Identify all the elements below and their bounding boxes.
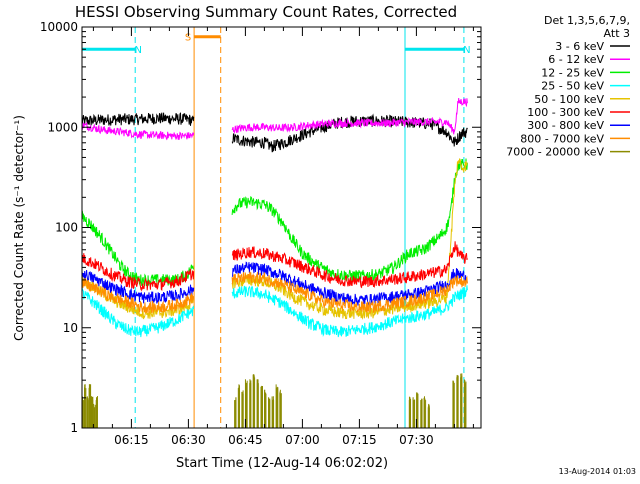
series-line	[231, 271, 468, 313]
series-line	[82, 253, 195, 292]
series-line	[82, 210, 195, 287]
footer-date: 13-Aug-2014 01:03	[559, 467, 636, 476]
observing-markers: N N S	[81, 27, 471, 428]
x-tick-label: 06:45	[228, 433, 263, 447]
x-axis-label: Start Time (12-Aug-14 06:02:02)	[176, 456, 388, 471]
series-line	[82, 270, 195, 304]
marker-label: N	[463, 45, 470, 56]
series-2	[82, 158, 468, 287]
legend-header-line-2: Att 3	[604, 27, 630, 40]
legend-label: 6 - 12 keV	[548, 53, 604, 66]
marker-label: N	[134, 45, 141, 56]
x-tick-label: 06:30	[171, 433, 206, 447]
y-tick-label: 1000	[47, 120, 78, 134]
y-tick-label: 1	[70, 421, 78, 435]
axes: 1 10 100 1000 10000 06:15 06:30 06:45 07:00 07:15…	[40, 20, 481, 447]
x-tick-label: 07:30	[399, 433, 434, 447]
legend-label: 7000 - 20000 keV	[506, 146, 604, 159]
legend-label: 100 - 300 keV	[527, 106, 604, 119]
y-tick-label: 10	[63, 321, 78, 335]
marker-label: S	[185, 33, 191, 44]
legend-label: 800 - 7000 keV	[520, 132, 604, 145]
legend-label: 300 - 800 keV	[527, 119, 604, 132]
y-tick-label: 100	[55, 221, 78, 235]
marker-s-2: S	[185, 27, 222, 428]
series-line	[82, 287, 195, 338]
marker-n-1: N	[404, 27, 471, 428]
x-tick-label: 06:15	[114, 433, 149, 447]
legend-header-line-1: Det 1,3,5,6,7,9,	[544, 14, 630, 27]
legend-label: 3 - 6 keV	[555, 40, 604, 53]
series-layer	[82, 97, 468, 428]
series-6	[82, 261, 468, 306]
series-line	[231, 113, 468, 153]
series-line	[231, 158, 468, 282]
series-1	[82, 97, 468, 141]
series-8	[82, 373, 467, 428]
chart-title: HESSI Observing Summary Count Rates, Cor…	[75, 3, 457, 21]
series-line	[231, 241, 468, 289]
legend-label: 50 - 100 keV	[534, 93, 604, 106]
x-tick-label: 07:15	[342, 433, 377, 447]
y-axis-label: Corrected Count Rate (s⁻¹ detector⁻¹)	[12, 115, 26, 341]
bar	[234, 400, 237, 428]
series-line	[82, 121, 195, 141]
series-line	[231, 97, 468, 135]
x-tick-label: 07:00	[285, 433, 320, 447]
series-line	[231, 261, 468, 306]
bar	[412, 400, 415, 428]
plot-frame	[81, 26, 482, 429]
y-tick-label: 10000	[40, 20, 78, 34]
series-7	[82, 271, 468, 314]
legend-label: 12 - 25 keV	[541, 66, 604, 79]
legend-label: 25 - 50 keV	[541, 80, 604, 93]
plot-area: N N S 1 10 100 1000 10000 06:15 06:30 06:45 07:00 0…	[40, 20, 482, 447]
series-line	[82, 278, 195, 314]
series-line	[82, 112, 195, 126]
series-5	[82, 241, 468, 292]
